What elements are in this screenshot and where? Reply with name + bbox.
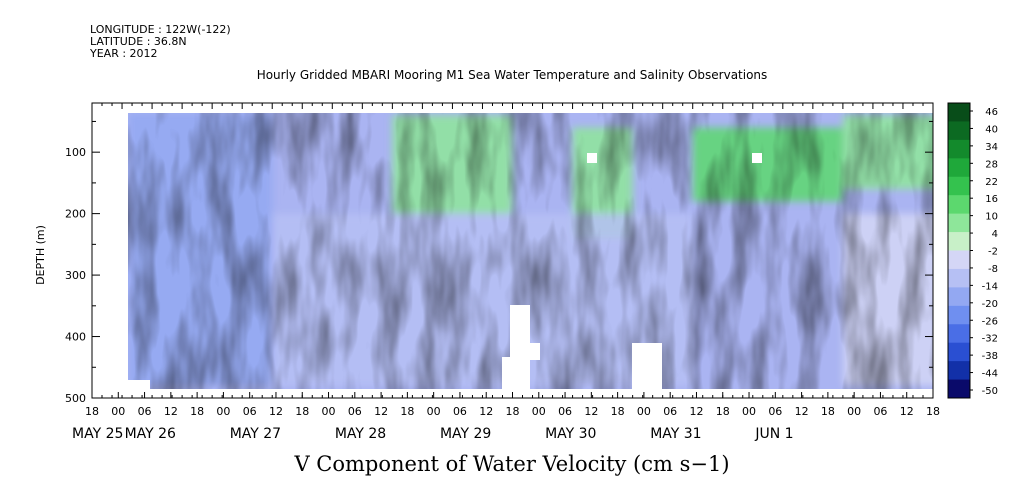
colorbar-label-2: 34 [985, 142, 998, 153]
y-tick-label-0: 100 [65, 146, 86, 159]
x-tick-label-6: 06 [243, 405, 257, 418]
x-tick-label-4: 18 [190, 405, 204, 418]
data-gap-0 [510, 305, 530, 389]
date-label-1: MAY 26 [125, 426, 176, 442]
x-tick-label-2: 06 [138, 405, 152, 418]
chart-subtitle: V Component of Water Velocity (cm s−1) [294, 452, 730, 476]
y-axis-label: DEPTH (m) [34, 225, 47, 285]
colorbar-label-4: 22 [985, 177, 998, 188]
colorbar-label-10: -14 [982, 281, 998, 292]
colorbar-label-14: -38 [982, 351, 998, 362]
x-tick-label-25: 00 [742, 405, 756, 418]
x-tick-label-31: 12 [900, 405, 914, 418]
x-tick-label-11: 12 [374, 405, 388, 418]
y-tick-label-2: 300 [65, 269, 86, 282]
date-label-3: MAY 28 [335, 426, 386, 442]
y-tick-label-1: 200 [65, 208, 86, 221]
x-tick-label-8: 18 [295, 405, 309, 418]
colorbar: 46 40 34 28 22 16 10 4 -2 -8 -14 -20 -26 -32 -38 -44 -50 [947, 102, 998, 399]
colorbar-swatch-10 [948, 287, 970, 307]
header-metadata: LONGITUDE : 122W(-122) LATITUDE : 36.8N … [90, 24, 231, 60]
axes: 18 00 06 12 18 00 06 12 18 00 06 12 18 00 06 12 18 00 06 12… [65, 102, 940, 442]
x-tick-label-18: 06 [558, 405, 572, 418]
colorbar-swatch-2 [948, 139, 970, 159]
colorbar-label-15: -44 [982, 369, 998, 380]
x-tick-label-21: 00 [637, 405, 651, 418]
data-gap-2 [530, 343, 540, 360]
x-tick-label-22: 06 [663, 405, 677, 418]
colorbar-swatch-6 [948, 213, 970, 233]
x-tick-label-15: 12 [479, 405, 493, 418]
x-tick-label-20: 18 [611, 405, 625, 418]
x-tick-label-13: 00 [427, 405, 441, 418]
colorbar-swatch-7 [948, 232, 970, 251]
colorbar-label-8: -2 [988, 247, 998, 258]
x-tick-label-10: 06 [348, 405, 362, 418]
x-tick-label-14: 06 [453, 405, 467, 418]
x-tick-label-17: 00 [532, 405, 546, 418]
date-label-5: MAY 30 [545, 426, 596, 442]
colorbar-swatch-9 [948, 268, 970, 288]
colorbar-swatch-1 [948, 121, 970, 141]
colorbar-label-13: -32 [982, 334, 998, 345]
data-gap-6 [752, 153, 762, 163]
x-tick-label-5: 00 [216, 405, 230, 418]
date-label-6: MAY 31 [650, 426, 701, 442]
x-tick-label-3: 12 [164, 405, 178, 418]
x-tick-label-1: 00 [111, 405, 125, 418]
colorbar-swatch-12 [948, 324, 970, 344]
colorbar-label-5: 16 [985, 194, 998, 205]
colorbar-swatch-5 [948, 195, 970, 215]
chart-title: Hourly Gridded MBARI Mooring M1 Sea Wate… [256, 68, 768, 82]
x-tick-label-24: 18 [716, 405, 730, 418]
colorbar-label-9: -8 [988, 264, 998, 275]
colorbar-label-11: -20 [982, 299, 998, 310]
colorbar-label-7: 4 [992, 229, 998, 240]
longitude-label: LONGITUDE : 122W(-122) [90, 23, 231, 36]
colorbar-label-16: -50 [982, 386, 998, 397]
year-label: YEAR : 2012 [90, 47, 158, 60]
colorbar-swatch-14 [948, 361, 970, 381]
colorbar-swatch-4 [948, 176, 970, 196]
x-tick-label-27: 12 [795, 405, 809, 418]
colorbar-label-0: 46 [985, 107, 998, 118]
x-tick-label-30: 06 [873, 405, 887, 418]
date-label-7: JUN 1 [754, 426, 793, 442]
colorbar-swatch-15 [948, 379, 970, 399]
data-gap-5 [587, 153, 597, 163]
x-tick-label-19: 12 [584, 405, 598, 418]
colorbar-swatch-11 [948, 305, 970, 325]
date-label-4: MAY 29 [440, 426, 491, 442]
y-tick-label-3: 400 [65, 331, 86, 344]
colorbar-swatch-13 [948, 342, 970, 362]
colorbar-swatch-8 [948, 250, 970, 270]
x-tick-label-7: 12 [269, 405, 283, 418]
colorbar-label-12: -26 [982, 316, 998, 327]
colorbar-label-3: 28 [985, 159, 998, 170]
x-tick-label-9: 00 [322, 405, 336, 418]
x-tick-label-12: 18 [400, 405, 414, 418]
x-tick-label-28: 18 [821, 405, 835, 418]
x-tick-label-0: 18 [85, 405, 99, 418]
x-tick-label-16: 18 [506, 405, 520, 418]
colorbar-swatch-0 [948, 103, 970, 122]
data-gap-4 [642, 367, 652, 389]
colorbar-label-6: 10 [985, 212, 998, 223]
date-label-2: MAY 27 [230, 426, 281, 442]
x-tick-label-32: 18 [926, 405, 940, 418]
latitude-label: LATITUDE : 36.8N [90, 35, 187, 48]
x-tick-label-29: 00 [847, 405, 861, 418]
colorbar-label-1: 40 [985, 124, 998, 135]
x-tick-label-23: 12 [689, 405, 703, 418]
date-label-0: MAY 25 [72, 426, 123, 442]
data-gap-1 [502, 357, 512, 389]
colorbar-swatch-3 [948, 158, 970, 178]
plot-area [128, 113, 933, 389]
x-tick-label-26: 06 [768, 405, 782, 418]
data-gap-7 [128, 380, 150, 389]
y-tick-label-4: 500 [65, 392, 86, 405]
